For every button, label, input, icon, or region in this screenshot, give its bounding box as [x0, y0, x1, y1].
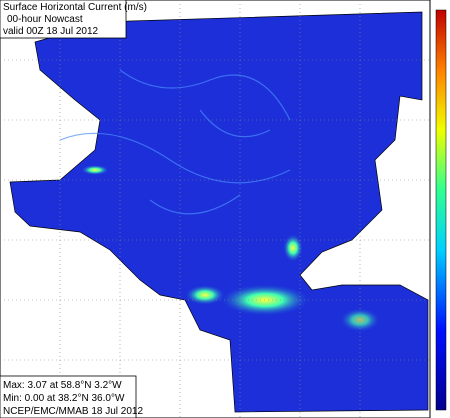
- current-hotspot: [185, 285, 225, 305]
- graticule: [0, 0, 430, 418]
- min-info: Min: 0.00 at 38.2°N 36.0°W: [3, 393, 125, 404]
- max-info: Max: 3.07 at 58.8°N 3.2°W: [3, 380, 122, 391]
- credit: NCEP/EMC/MMAB 18 Jul 2012: [3, 406, 143, 417]
- info-box: [0, 375, 137, 418]
- subtitle: 00-hour Nowcast: [7, 14, 83, 25]
- current-hotspot: [81, 165, 109, 175]
- ocean: [9, 11, 429, 413]
- title: Surface Horizontal Current (m/s): [3, 2, 147, 13]
- title-box: [0, 0, 127, 39]
- color-bar: [435, 9, 447, 411]
- current-hotspot: [283, 234, 303, 262]
- current-streaks: [59, 69, 291, 215]
- valid-time: valid 00Z 18 Jul 2012: [3, 26, 99, 37]
